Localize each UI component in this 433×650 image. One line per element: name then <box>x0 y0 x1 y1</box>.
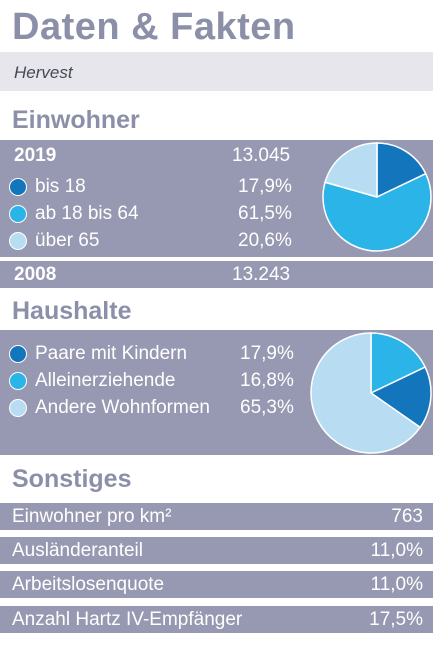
haushalte-value-andere: 65,3% <box>240 397 294 418</box>
haushalte-label-andere: Andere Wohnformen <box>35 397 210 418</box>
einwohner-value-ab-18-bis-64: 61,5% <box>238 203 292 224</box>
row-label-arbeitslosenquote: Arbeitslosenquote <box>12 574 165 595</box>
row-auslaenderanteil <box>0 537 433 564</box>
einwohner-year-2008: 2008 <box>14 264 57 285</box>
row-label-hartz-iv: Anzahl Hartz IV-Empfänger <box>12 609 243 630</box>
einwohner-2008-bar <box>0 261 433 288</box>
einwohner-label-bis-18: bis 18 <box>35 176 86 197</box>
legend-dot-ab-18-bis-64 <box>9 205 27 223</box>
einwohner-value-bis-18: 17,9% <box>238 176 292 197</box>
haushalte-pie-slice-alleinerziehende <box>369 366 432 429</box>
einwohner-heading: Einwohner <box>12 106 140 134</box>
haushalte-value-paare: 17,9% <box>240 343 294 364</box>
einwohner-total-2008: 13.243 <box>232 264 291 285</box>
row-hartz-iv <box>0 606 433 633</box>
einwohner-pie-chart <box>322 142 432 252</box>
haushalte-heading: Haushalte <box>12 297 132 325</box>
page-title: Daten & Fakten <box>12 6 296 48</box>
einwohner-pie-slice-ab-18-bis-64 <box>322 172 432 252</box>
einwohner-pie-slice-bis-18 <box>376 142 427 199</box>
einwohner-value-ueber-65: 20,6% <box>238 230 292 251</box>
legend-dot-andere-wohnformen <box>9 399 27 417</box>
haushalte-pie-slice-andere-wohnformen <box>310 332 422 454</box>
legend-dot-bis-18 <box>9 178 27 196</box>
place-name: Hervest <box>14 63 73 82</box>
einwohner-label-ueber-65: über 65 <box>35 230 100 251</box>
haushalte-label-alleinerziehende: Alleinerziehende <box>35 370 176 391</box>
legend-dot-paare-mit-kindern <box>9 345 27 363</box>
row-label-einwohner-pro-km2: Einwohner pro km² <box>12 506 172 527</box>
row-label-auslaenderanteil: Ausländeranteil <box>12 540 143 561</box>
haushalte-pie-slice-paare-mit-kindern <box>370 332 427 395</box>
row-value-auslaenderanteil: 11,0% <box>370 540 423 561</box>
legend-dot-alleinerziehende <box>9 372 27 390</box>
einwohner-pie-slice-über-65 <box>324 142 378 198</box>
einwohner-year-2019: 2019 <box>14 145 57 166</box>
row-arbeitslosenquote <box>0 571 433 598</box>
haushalte-value-alleinerziehende: 16,8% <box>240 370 294 391</box>
row-value-arbeitslosenquote: 11,0% <box>370 574 423 595</box>
sonstiges-heading: Sonstiges <box>12 465 132 493</box>
row-value-hartz-iv: 17,5% <box>369 609 423 630</box>
row-einwohner-pro-km2 <box>0 503 433 530</box>
einwohner-total-2019: 13.045 <box>232 145 291 166</box>
row-value-einwohner-pro-km2: 763 <box>391 506 423 527</box>
legend-dot-ueber-65 <box>9 232 27 250</box>
haushalte-pie-chart <box>310 332 432 454</box>
einwohner-label-ab-18-bis-64: ab 18 bis 64 <box>35 203 139 224</box>
place-bar <box>0 52 433 91</box>
haushalte-label-paare: Paare mit Kindern <box>35 343 188 364</box>
